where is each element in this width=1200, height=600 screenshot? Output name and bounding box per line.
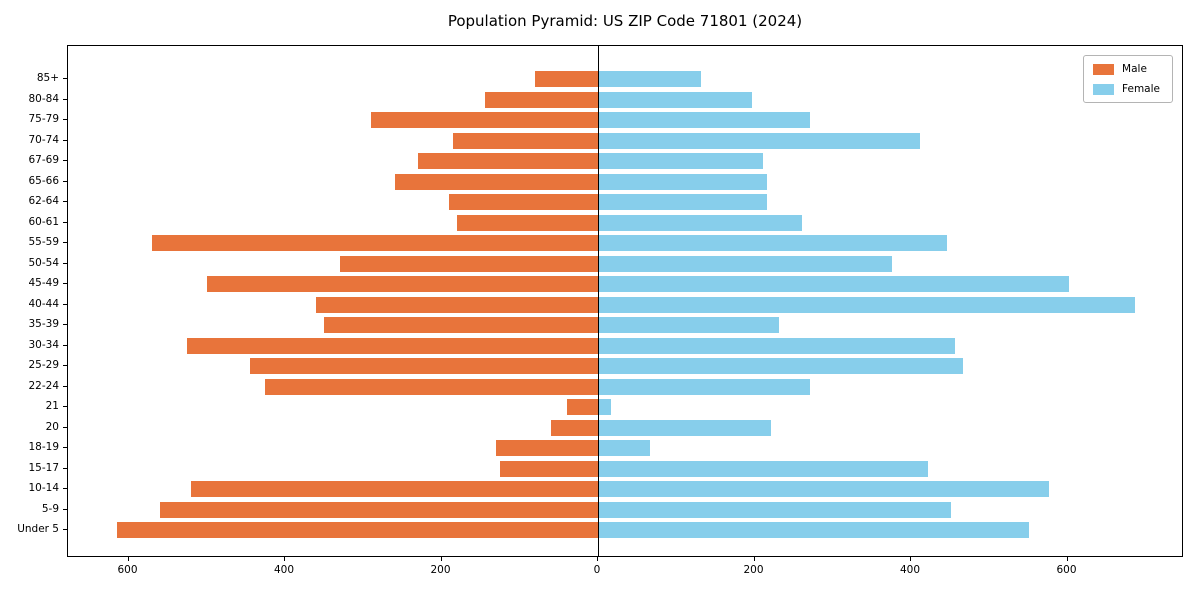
y-tick-label: 85+ — [36, 72, 59, 84]
y-tick-label: 15-17 — [28, 461, 59, 474]
female-bar — [599, 337, 956, 354]
female-bar — [599, 132, 920, 149]
male-bar — [187, 337, 598, 354]
female-bar — [599, 71, 701, 87]
x-tick-mark — [910, 557, 911, 561]
legend-label-female: Female — [1122, 83, 1160, 95]
female-bar — [599, 522, 1030, 538]
legend-swatch-female — [1093, 83, 1115, 95]
female-bar — [599, 173, 768, 190]
y-tick-label: 45-49 — [28, 277, 59, 289]
male-bar — [339, 255, 598, 272]
legend-label-male: Male — [1122, 63, 1147, 75]
female-bar — [599, 214, 803, 231]
y-tick-label: 70-74 — [28, 133, 59, 146]
y-tick-label: 40-44 — [28, 297, 59, 310]
male-bar — [418, 153, 598, 169]
male-bar — [191, 481, 598, 497]
x-tick-label: 600 — [117, 564, 138, 576]
y-tick-label: 18-19 — [28, 441, 59, 453]
y-tick-label: 30-34 — [28, 338, 59, 351]
x-tick-label: 400 — [899, 564, 921, 576]
y-axis-labels: 85+ 80-84 75-79 70-74 67-69 65-66 62-64 60-61 55… — [0, 45, 59, 557]
x-tick-mark — [127, 557, 129, 561]
x-tick-mark — [753, 557, 755, 561]
x-tick-mark — [597, 557, 598, 561]
male-bar — [453, 132, 598, 149]
x-tick-mark — [440, 557, 442, 561]
male-bar — [496, 440, 598, 456]
female-bar — [599, 91, 752, 108]
male-bar — [265, 378, 598, 395]
male-bar — [566, 399, 598, 415]
male-bar — [449, 194, 598, 210]
x-tick-mark — [1066, 557, 1068, 561]
y-tick-label: 80-84 — [28, 92, 59, 105]
male-bar — [151, 235, 598, 251]
female-bar — [599, 440, 650, 456]
female-bar — [599, 296, 1135, 313]
y-tick-label: 20 — [45, 420, 59, 433]
y-tick-label: 67-69 — [28, 154, 59, 166]
plot-area: Male Female — [67, 45, 1183, 557]
male-bar — [116, 522, 598, 538]
legend-swatch-male — [1093, 63, 1115, 75]
female-bar — [599, 481, 1049, 497]
male-bar — [249, 358, 598, 374]
male-bar — [324, 317, 598, 333]
x-tick-label: 200 — [743, 564, 764, 576]
female-bar — [599, 112, 811, 128]
male-bar — [206, 276, 598, 292]
female-bar — [599, 419, 772, 436]
male-bar — [457, 214, 598, 231]
x-tick-label: 400 — [273, 564, 295, 576]
y-tick-label: 50-54 — [28, 256, 59, 269]
male-bar — [159, 501, 598, 518]
y-tick-label: 60-61 — [28, 215, 59, 228]
y-tick-label: 5-9 — [41, 502, 59, 515]
female-bar — [599, 194, 768, 210]
zero-axis-line — [598, 46, 599, 556]
y-tick-label: 65-66 — [28, 174, 59, 187]
male-bar — [371, 112, 598, 128]
y-tick-label: 62-64 — [28, 195, 59, 207]
female-bar — [599, 235, 948, 251]
y-tick-label: 21 — [45, 400, 59, 412]
x-tick-mark — [284, 557, 285, 561]
male-bar — [551, 419, 598, 436]
female-bar — [599, 460, 928, 477]
y-tick-label: 10-14 — [28, 482, 59, 494]
y-tick-label: Under 5 — [17, 523, 59, 535]
x-tick-label: 200 — [430, 564, 451, 576]
female-bar — [599, 501, 952, 518]
male-bar — [535, 71, 598, 87]
female-bar — [599, 255, 893, 272]
y-tick-label: 25-29 — [28, 359, 59, 371]
legend-item-female: Female — [1093, 83, 1160, 95]
bars-layer — [68, 46, 1182, 556]
male-bar — [500, 460, 598, 477]
x-tick-label: 0 — [593, 564, 601, 576]
male-bar — [394, 173, 598, 190]
y-tick-label: 75-79 — [28, 113, 59, 125]
legend: Male Female — [1083, 55, 1173, 103]
female-bar — [599, 276, 1069, 292]
male-bar — [316, 296, 598, 313]
female-bar — [599, 358, 963, 374]
male-bar — [484, 91, 598, 108]
y-tick-label: 22-24 — [28, 379, 59, 392]
chart-title: Population Pyramid: US ZIP Code 71801 (2… — [447, 12, 803, 30]
y-tick-label: 55-59 — [28, 236, 59, 248]
female-bar — [599, 153, 764, 169]
y-tick-label: 35-39 — [28, 318, 59, 330]
female-bar — [599, 378, 811, 395]
female-bar — [599, 317, 779, 333]
female-bar — [599, 399, 611, 415]
legend-item-male: Male — [1093, 63, 1160, 75]
x-tick-label: 600 — [1056, 564, 1077, 576]
